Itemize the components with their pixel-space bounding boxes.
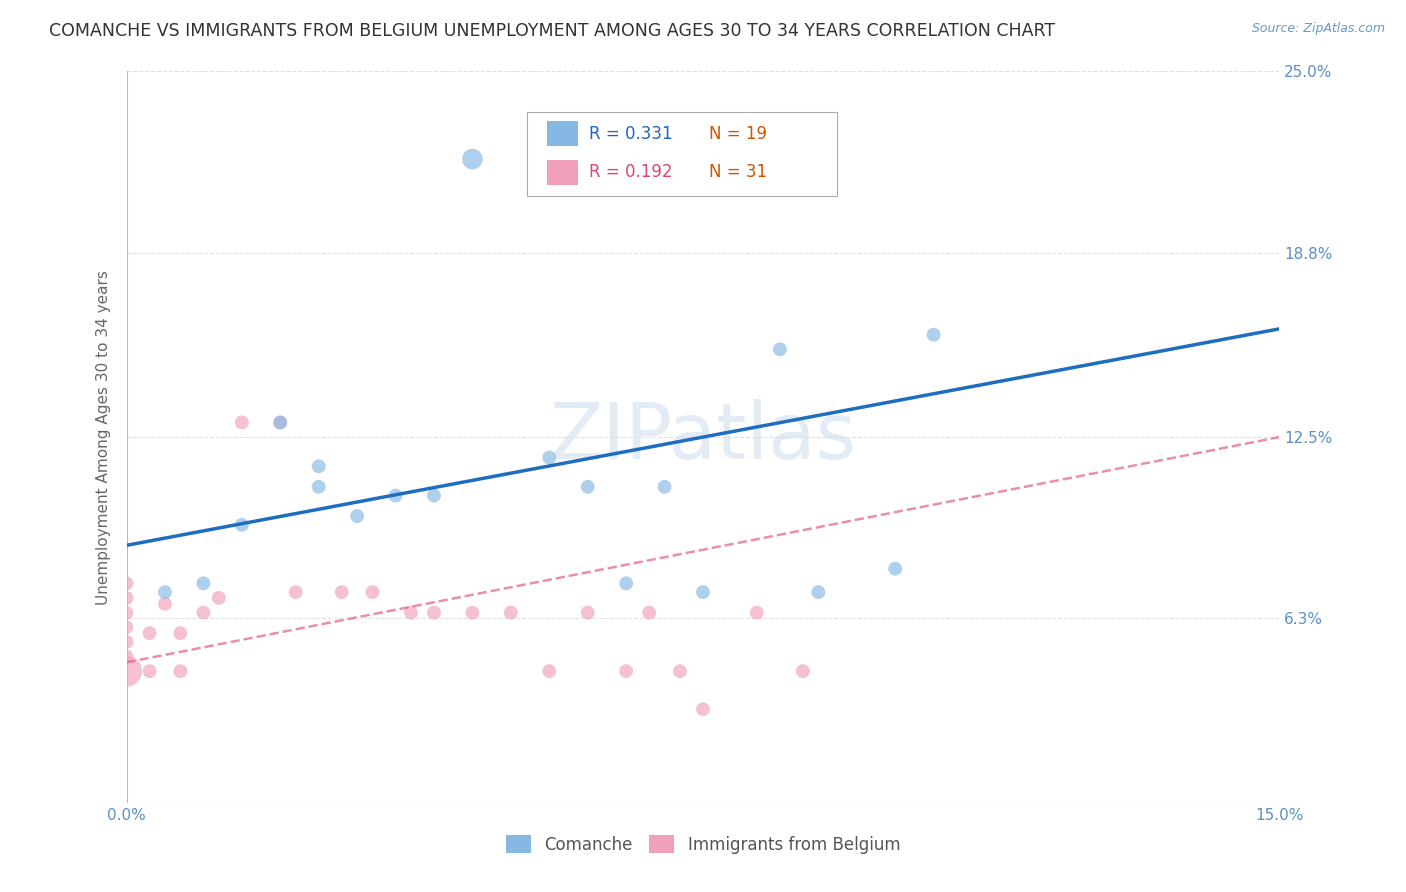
Point <box>115 664 138 678</box>
Point <box>169 626 191 640</box>
Point <box>115 649 138 664</box>
Point <box>499 606 522 620</box>
Point <box>654 480 676 494</box>
Point <box>115 606 138 620</box>
Point <box>193 576 215 591</box>
Text: R = 0.331: R = 0.331 <box>589 125 672 143</box>
Point <box>269 416 291 430</box>
Point <box>538 450 561 465</box>
Point <box>745 606 768 620</box>
Point <box>284 585 307 599</box>
Point <box>423 606 446 620</box>
Point <box>115 620 138 634</box>
Point <box>208 591 231 605</box>
Point <box>231 416 253 430</box>
Text: Source: ZipAtlas.com: Source: ZipAtlas.com <box>1251 22 1385 36</box>
Point <box>692 585 714 599</box>
Point <box>769 343 792 357</box>
Point <box>138 664 160 678</box>
Point <box>423 489 446 503</box>
Point <box>576 480 599 494</box>
Point <box>115 591 138 605</box>
Point <box>308 480 330 494</box>
Text: ZIPatlas: ZIPatlas <box>550 399 856 475</box>
Text: N = 19: N = 19 <box>709 125 766 143</box>
Point <box>669 664 692 678</box>
Point <box>153 597 176 611</box>
Point <box>346 509 368 524</box>
Text: R = 0.192: R = 0.192 <box>589 163 672 181</box>
Point <box>576 606 599 620</box>
Point <box>922 327 945 342</box>
Point <box>193 606 215 620</box>
Point <box>115 635 138 649</box>
Text: N = 31: N = 31 <box>709 163 766 181</box>
Point <box>614 576 637 591</box>
Point <box>153 585 176 599</box>
Point <box>231 517 253 532</box>
Point <box>638 606 661 620</box>
Point <box>807 585 830 599</box>
Point <box>138 626 160 640</box>
Point <box>384 489 406 503</box>
Y-axis label: Unemployment Among Ages 30 to 34 years: Unemployment Among Ages 30 to 34 years <box>96 269 111 605</box>
Point <box>308 459 330 474</box>
Point <box>538 664 561 678</box>
Point <box>614 664 637 678</box>
Point <box>884 562 907 576</box>
Point <box>692 702 714 716</box>
Point <box>169 664 191 678</box>
Point <box>461 606 484 620</box>
Point <box>461 152 484 166</box>
Point <box>115 576 138 591</box>
Point <box>361 585 384 599</box>
Point <box>792 664 814 678</box>
Point <box>399 606 422 620</box>
Text: COMANCHE VS IMMIGRANTS FROM BELGIUM UNEMPLOYMENT AMONG AGES 30 TO 34 YEARS CORRE: COMANCHE VS IMMIGRANTS FROM BELGIUM UNEM… <box>49 22 1056 40</box>
Legend: Comanche, Immigrants from Belgium: Comanche, Immigrants from Belgium <box>499 829 907 860</box>
Point <box>269 416 291 430</box>
Point <box>330 585 353 599</box>
